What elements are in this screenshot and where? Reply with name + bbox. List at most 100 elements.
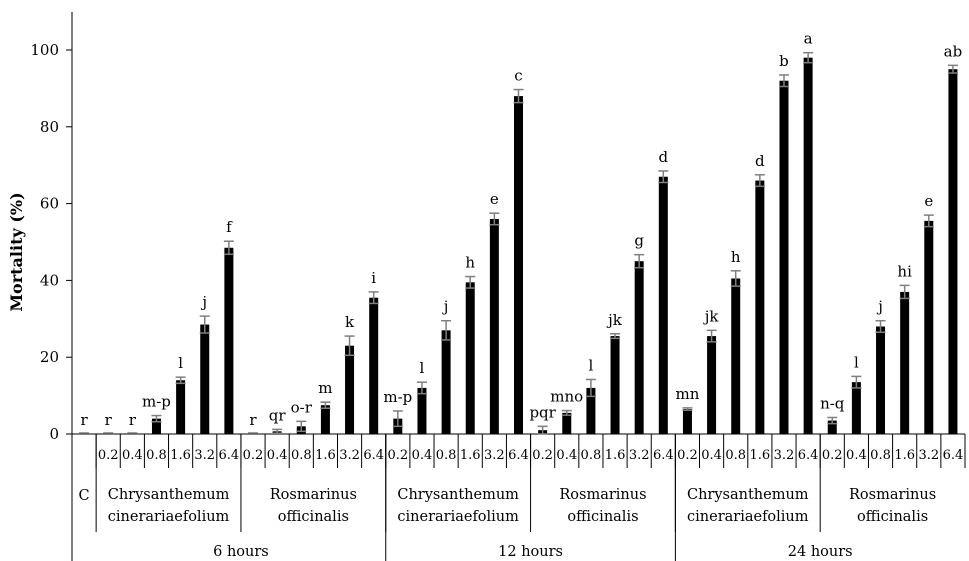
dose-label: 0.8	[725, 448, 746, 463]
significance-letter: h	[731, 248, 741, 266]
species-label-line1: Chrysanthemum	[397, 487, 519, 503]
bar	[465, 282, 475, 434]
bar	[417, 387, 427, 434]
control-label: C	[79, 488, 90, 504]
significance-letter: qr	[269, 406, 287, 424]
significance-letter: l	[420, 359, 425, 377]
significance-letter: l	[178, 354, 183, 372]
dose-label: 0.2	[387, 448, 408, 463]
bar	[320, 405, 330, 434]
species-label-line1: Rosmarinus	[559, 487, 646, 503]
bar	[441, 330, 451, 434]
y-tick-label: 80	[40, 118, 59, 136]
bar	[755, 180, 765, 434]
significance-letter: d	[755, 152, 765, 170]
significance-letter: mn	[676, 385, 700, 403]
dose-label: 0.8	[146, 448, 167, 463]
bar	[948, 69, 958, 434]
species-label-line2: officinalis	[278, 509, 349, 525]
time-group-label: 24 hours	[788, 544, 853, 560]
dose-label: 0.8	[436, 448, 457, 463]
dose-label: 3.2	[629, 448, 650, 463]
species-label-line1: Chrysanthemum	[687, 487, 809, 503]
bar	[610, 336, 620, 434]
bar	[731, 278, 741, 434]
time-group-label: 6 hours	[213, 544, 269, 560]
bar	[586, 387, 596, 434]
dose-label: 6.4	[508, 448, 529, 463]
significance-letter: j	[200, 293, 207, 311]
dose-label: 6.4	[219, 448, 240, 463]
bar	[924, 220, 934, 434]
bar	[682, 409, 692, 434]
bar	[779, 80, 789, 434]
dose-label: 0.2	[98, 448, 119, 463]
bar	[827, 420, 837, 434]
species-label-line2: cinerariaefolium	[397, 509, 519, 525]
species-label-line1: Chrysanthemum	[108, 487, 230, 503]
significance-letter: mno	[550, 388, 583, 406]
species-label-line1: Rosmarinus	[849, 487, 936, 503]
significance-letter: m	[318, 379, 332, 397]
significance-letter: ab	[944, 42, 963, 60]
significance-letter: j	[442, 298, 449, 316]
significance-letter: n-q	[820, 394, 845, 412]
significance-letter: r	[129, 411, 137, 429]
dose-label: 3.2	[339, 448, 360, 463]
time-group-label: 12 hours	[498, 544, 563, 560]
y-tick-label: 0	[49, 425, 59, 443]
significance-letter: d	[659, 148, 669, 166]
significance-letter: r	[249, 411, 257, 429]
significance-letter: pqr	[529, 403, 556, 421]
significance-letter: hi	[897, 262, 912, 280]
dose-label: 0.2	[822, 448, 843, 463]
dose-label: 3.2	[194, 448, 215, 463]
bar	[224, 247, 234, 434]
significance-letter: k	[345, 313, 355, 331]
bar	[876, 326, 886, 434]
dose-label: 6.4	[798, 448, 819, 463]
dose-label: 1.6	[315, 448, 336, 463]
dose-label: 1.6	[605, 448, 626, 463]
significance-letter: r	[105, 411, 113, 429]
bar	[562, 412, 572, 434]
significance-letter: a	[804, 30, 813, 48]
species-label-line2: officinalis	[567, 509, 638, 525]
significance-letter: o-r	[291, 398, 313, 416]
bar	[489, 218, 499, 434]
significance-letter: g	[634, 232, 644, 250]
bar	[634, 261, 644, 434]
y-tick-label: 60	[40, 195, 59, 213]
dose-label: 0.4	[846, 448, 867, 463]
bar	[514, 96, 523, 434]
bar	[176, 380, 186, 434]
bar	[803, 57, 813, 435]
dose-label: 6.4	[653, 448, 674, 463]
significance-letter: jk	[703, 307, 720, 325]
dose-label: 1.6	[170, 448, 191, 463]
dose-label: 1.6	[750, 448, 771, 463]
dose-label: 3.2	[484, 448, 505, 463]
significance-letter: r	[80, 411, 88, 429]
bar	[707, 336, 717, 434]
bar	[369, 297, 379, 434]
dose-label: 0.8	[870, 448, 891, 463]
species-label-line1: Rosmarinus	[270, 487, 357, 503]
significance-letter: m-p	[142, 393, 171, 411]
species-label-line2: officinalis	[857, 509, 928, 525]
y-tick-label: 40	[40, 271, 59, 289]
dose-label: 1.6	[894, 448, 915, 463]
bar	[900, 291, 910, 434]
bar	[345, 345, 355, 434]
species-label-line2: cinerariaefolium	[108, 509, 230, 525]
significance-letter: jk	[606, 311, 623, 329]
dose-label: 0.4	[267, 448, 288, 463]
significance-letter: j	[876, 298, 883, 316]
dose-label: 0.4	[556, 448, 577, 463]
significance-letter: h	[465, 254, 475, 272]
dose-label: 3.2	[918, 448, 939, 463]
dose-label: 0.4	[122, 448, 143, 463]
dose-label: 0.4	[701, 448, 722, 463]
bar	[151, 418, 161, 434]
